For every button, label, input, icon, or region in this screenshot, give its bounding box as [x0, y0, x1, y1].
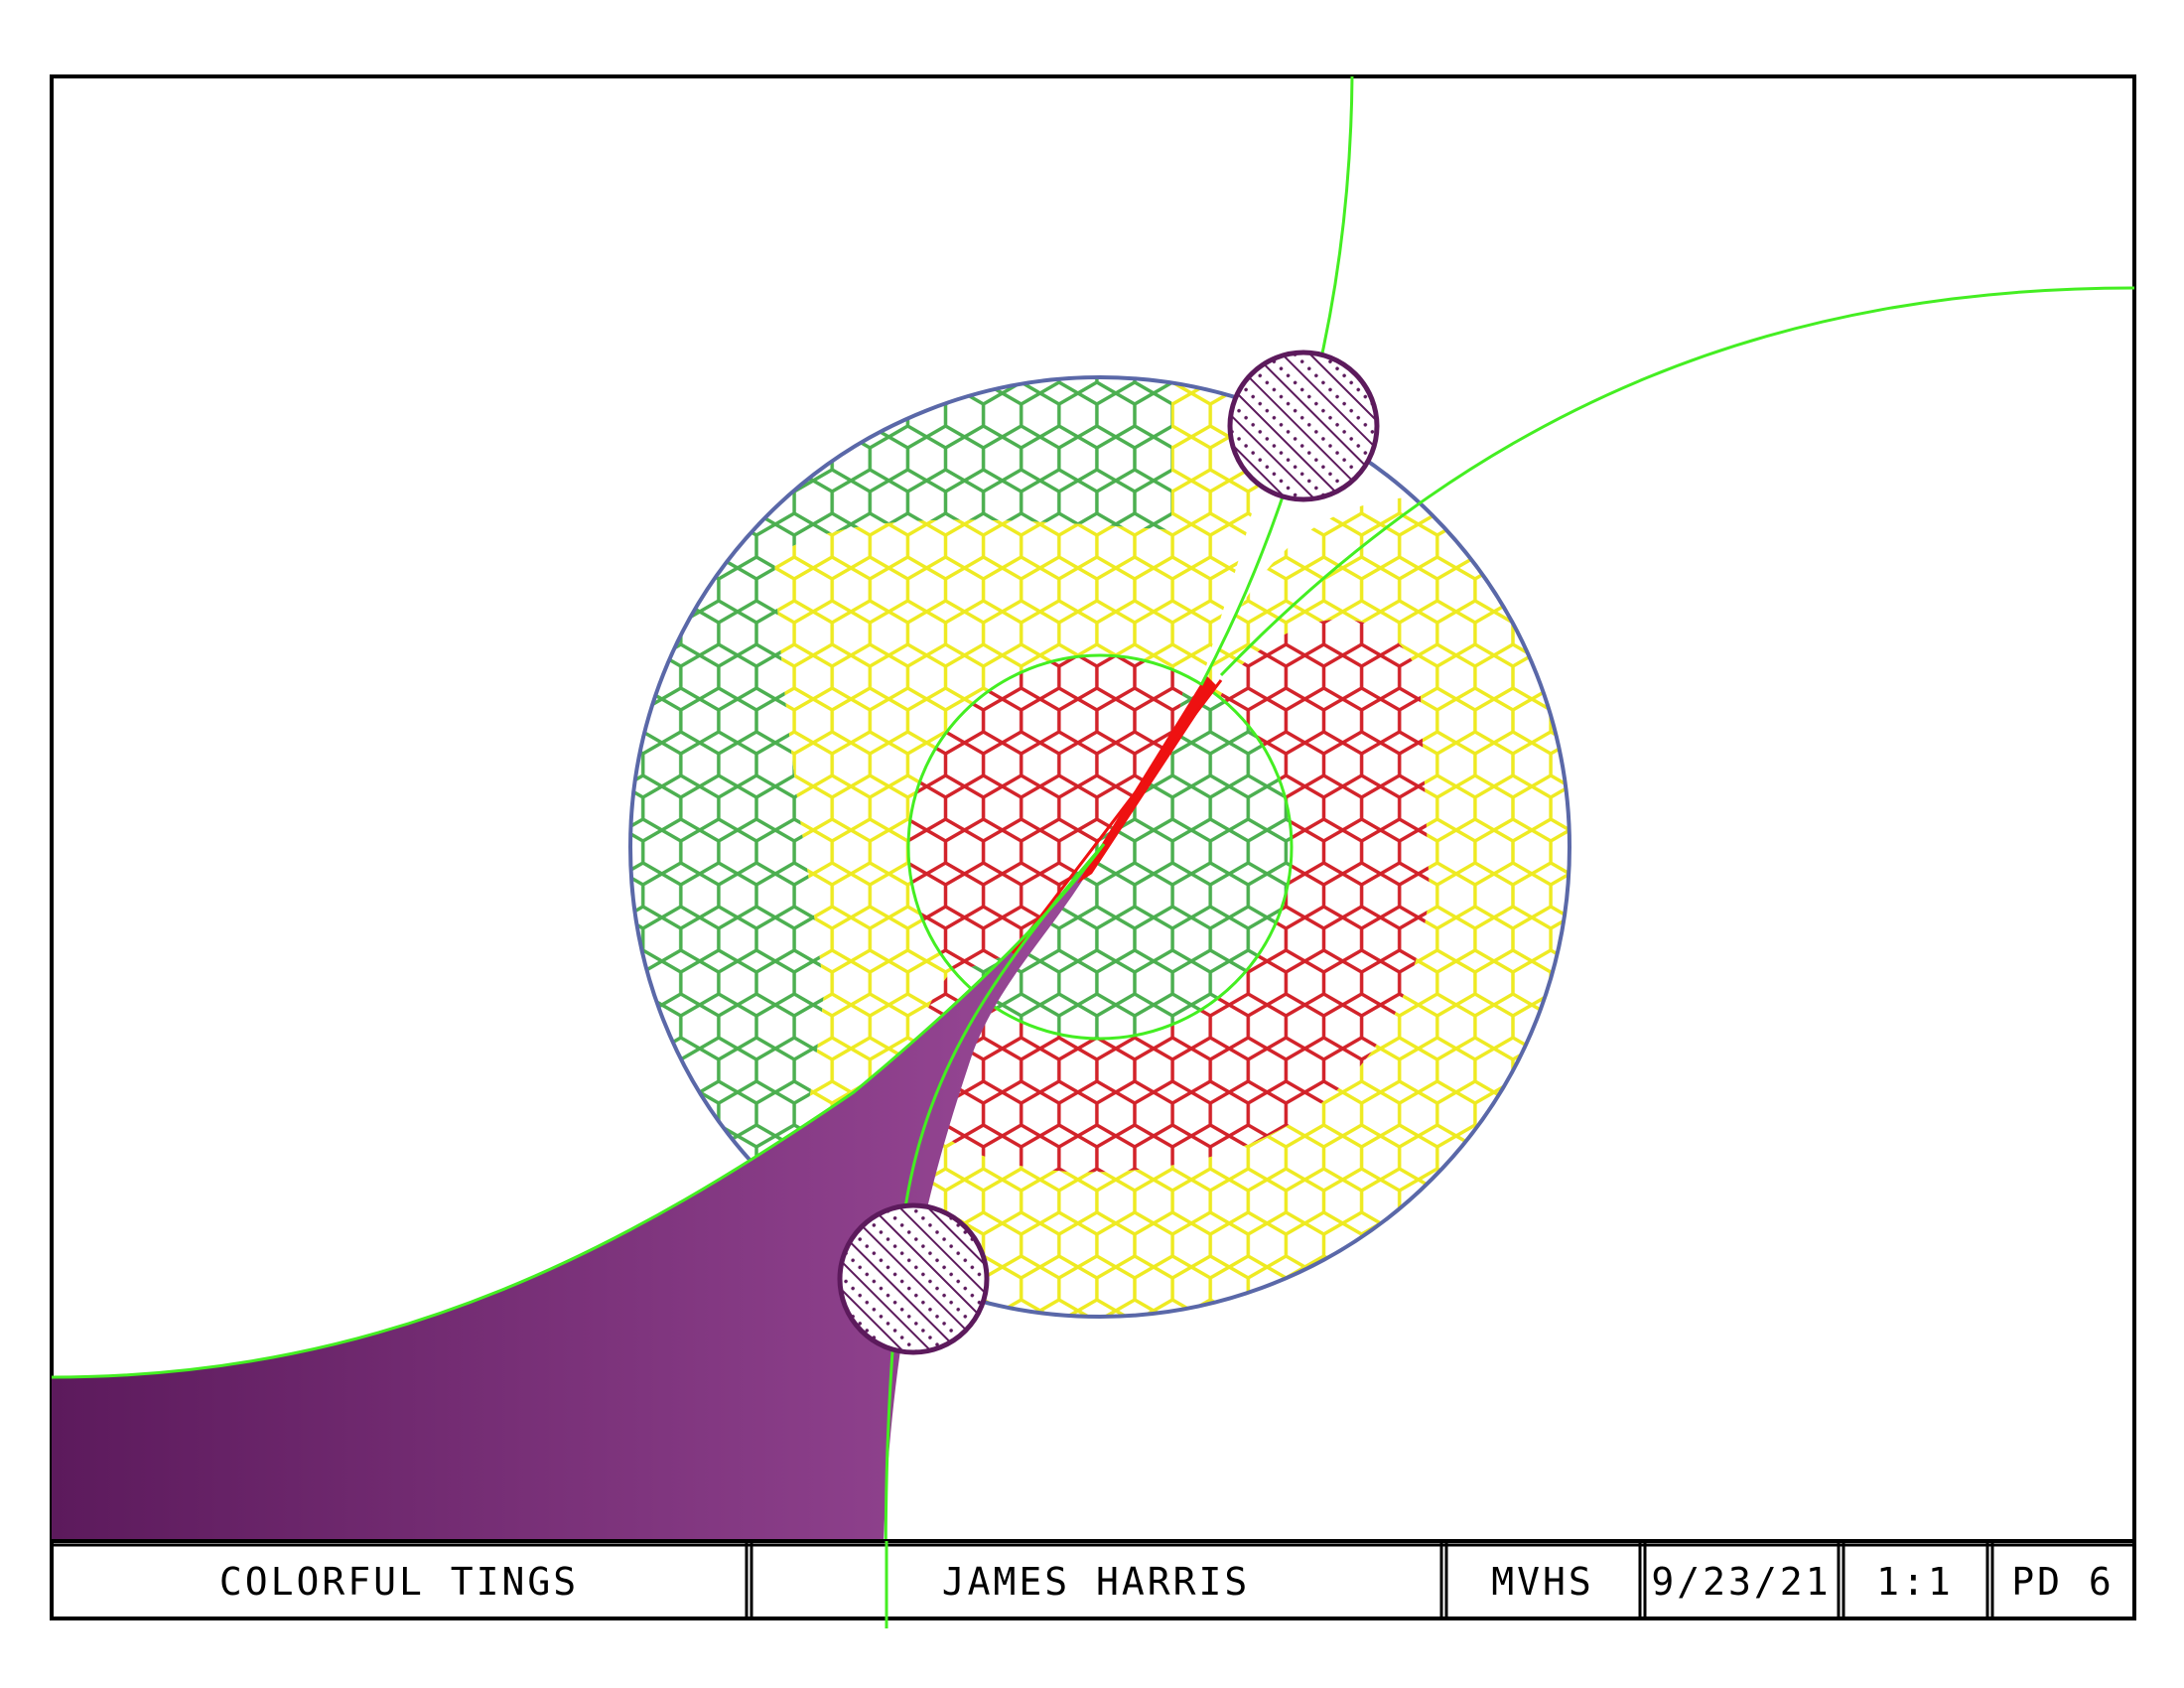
- drawing-date: 9/23/21: [1651, 1560, 1831, 1604]
- school-name: MVHS: [1491, 1560, 1594, 1604]
- hatched-circle-icon: [1227, 350, 1380, 502]
- outer-circle-outline: [628, 375, 1571, 1319]
- construction-arc-right: [1219, 286, 2134, 677]
- drawing-scale: 1:1: [1876, 1560, 1954, 1604]
- red-centerline: [1011, 679, 1223, 954]
- title-block: COLORFUL TINGS JAMES HARRIS MVHS 9/23/21…: [50, 1539, 2136, 1628]
- purple-sweep: [52, 844, 1104, 1541]
- class-period: PD 6: [2011, 1560, 2115, 1604]
- hatched-circle-icon: [837, 1202, 990, 1355]
- author-name: JAMES HARRIS: [942, 1560, 1251, 1604]
- inner-circle-outline: [906, 653, 1294, 1041]
- construction-arc-left: [52, 843, 1106, 1379]
- drawing-title: COLORFUL TINGS: [219, 1560, 579, 1604]
